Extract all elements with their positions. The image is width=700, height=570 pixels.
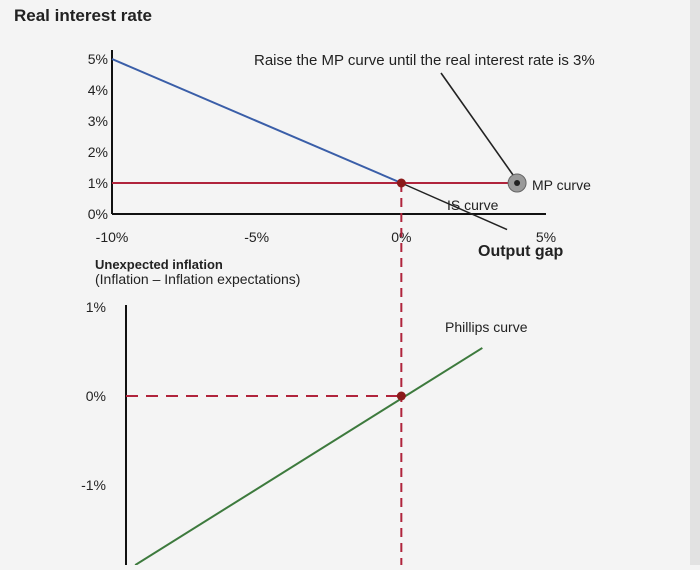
upper-y-tick-label: 3% [88,113,108,129]
upper-y-tick-label: 5% [88,51,108,67]
lower-y-tick-label: 0% [86,388,106,404]
chart-marks: 0%1%2%3%4%5%-10%-5%0%5%1%0%-1%IS curveMP… [81,51,591,566]
upper-x-tick-label: -5% [244,229,269,245]
mp-curve-label: MP curve [532,177,591,193]
lower-equilibrium-point [396,391,406,401]
mp-handle-center [514,180,521,186]
upper-y-tick-label: 4% [88,82,108,98]
is-curve-line [111,58,402,184]
phillips-curve-label: Phillips curve [445,319,528,335]
chart-title: Real interest rate [14,6,152,25]
lower-y-axis-subtitle: (Inflation – Inflation expectations) [95,271,300,287]
window-edge [690,0,700,565]
instruction-pointer-line [440,72,514,176]
chart-instruction: Raise the MP curve until the real intere… [254,52,595,69]
x-axis-label: Output gap [478,243,564,260]
phillips-curve-line [134,347,483,566]
is-curve-label: IS curve [447,197,499,213]
upper-x-tick-label: 5% [536,229,556,245]
lower-y-tick-label: 1% [86,299,106,315]
upper-y-tick-label: 1% [88,175,108,191]
upper-equilibrium-point [396,178,406,188]
upper-y-tick-label: 2% [88,144,108,160]
lower-y-axis-title: Unexpected inflation [95,257,223,272]
upper-y-tick-label: 0% [88,206,108,222]
upper-x-tick-label: -10% [96,229,129,245]
is-curve-extension [401,182,508,231]
lower-y-tick-label: -1% [81,477,106,493]
